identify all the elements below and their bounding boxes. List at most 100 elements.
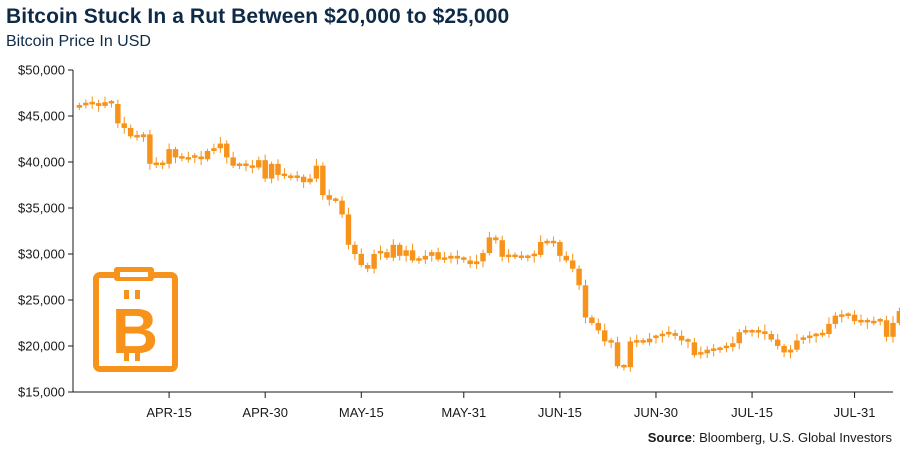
candle-body: [441, 257, 448, 260]
candle-body: [557, 242, 563, 256]
candle-body: [576, 268, 582, 286]
candle-body: [377, 250, 384, 254]
candle-body: [230, 157, 236, 166]
candle-body: [262, 160, 268, 179]
chart-title: Bitcoin Stuck In a Rut Between $20,000 t…: [6, 5, 510, 28]
candle-body: [172, 149, 179, 158]
candle-body: [512, 254, 518, 258]
candle-body: [666, 331, 672, 335]
candle-body: [698, 352, 704, 355]
candle-body: [826, 323, 832, 335]
candle-body: [486, 237, 493, 254]
candle-body: [191, 155, 198, 158]
candle-body: [364, 265, 371, 269]
candle-body: [550, 240, 557, 244]
candle-body: [108, 100, 115, 104]
candle-body: [236, 163, 243, 167]
candle-body: [742, 330, 749, 333]
candle-body: [806, 335, 813, 339]
candle-body: [102, 102, 108, 106]
candle-body: [204, 150, 211, 160]
candle-body: [390, 244, 397, 258]
candle-body: [480, 253, 486, 262]
x-tick-label: JUN-15: [538, 405, 582, 420]
candle-body: [467, 260, 473, 265]
source-text: : Bloomberg, U.S. Global Investors: [691, 430, 892, 445]
candle-body: [121, 123, 127, 128]
candle-body: [403, 250, 409, 256]
candle-body: [127, 127, 134, 137]
candle-body: [736, 332, 742, 344]
candle-body: [634, 340, 640, 343]
candle-body: [275, 163, 281, 175]
candle-body: [461, 257, 467, 260]
candle-body: [672, 333, 678, 336]
candle-body: [723, 345, 730, 349]
candle-body: [339, 200, 345, 215]
y-tick-label: $20,000: [18, 339, 65, 354]
candle-body: [384, 252, 390, 258]
candle-body: [614, 342, 621, 367]
candle-body: [396, 244, 403, 256]
x-tick-label: MAY-31: [441, 405, 486, 420]
candle-body: [659, 333, 666, 337]
x-tick-label: MAY-15: [339, 405, 384, 420]
candle-body: [147, 134, 153, 164]
y-tick-label: $50,000: [18, 63, 65, 78]
candle-body: [704, 349, 710, 354]
candle-body: [531, 253, 537, 257]
candle-body: [582, 285, 589, 318]
candle-body: [563, 255, 570, 261]
source-note: Source: Bloomberg, U.S. Global Investors: [648, 430, 892, 445]
candle-body: [211, 148, 217, 151]
candle-body: [416, 258, 422, 261]
candle-body: [268, 163, 275, 179]
candle-body: [454, 255, 461, 259]
candle-body: [595, 323, 602, 331]
candle-body: [794, 340, 800, 350]
price-series: [76, 96, 900, 372]
x-tick-label: JUN-30: [634, 405, 678, 420]
candle-body: [448, 255, 454, 259]
candle-body: [774, 339, 781, 346]
x-tick-label: APR-15: [146, 405, 192, 420]
candle-body: [768, 334, 775, 340]
candle-body: [115, 104, 121, 124]
candle-body: [819, 332, 826, 336]
candle-body: [499, 240, 505, 257]
candle-body: [851, 314, 858, 322]
candle-body: [140, 134, 147, 138]
x-tick-label: JUL-31: [834, 405, 876, 420]
candle-body: [179, 156, 185, 159]
candle-body: [781, 346, 787, 353]
y-axis: $50,000 $45,000 $40,000 $35,000 $30,000 $25,0…: [18, 63, 74, 400]
candle-body: [627, 341, 634, 368]
candle-body: [685, 339, 691, 342]
candle-body: [83, 102, 89, 106]
candle-body: [159, 162, 166, 166]
candle-body: [505, 254, 512, 258]
y-tick-label: $40,000: [18, 155, 65, 170]
candle-body: [249, 165, 256, 168]
candle-body: [525, 255, 531, 259]
candle-body: [883, 320, 890, 337]
candle-body: [858, 319, 864, 323]
candle-body: [435, 252, 441, 260]
candle-body: [371, 254, 377, 269]
candle-body: [589, 317, 595, 323]
candle-body: [198, 156, 204, 160]
candle-body: [787, 349, 794, 353]
candle-body: [256, 160, 262, 168]
candle-body: [601, 330, 608, 342]
candle-body: [800, 337, 807, 340]
candle-body: [678, 335, 685, 341]
candle-body: [89, 101, 95, 105]
candle-body: [95, 103, 102, 106]
source-label: Source: [647, 430, 692, 445]
candle-body: [755, 330, 762, 333]
candle-body: [76, 104, 83, 108]
candle-body: [621, 364, 627, 368]
bitcoin-clipboard-icon: B: [93, 267, 178, 372]
candle-body: [569, 260, 576, 269]
